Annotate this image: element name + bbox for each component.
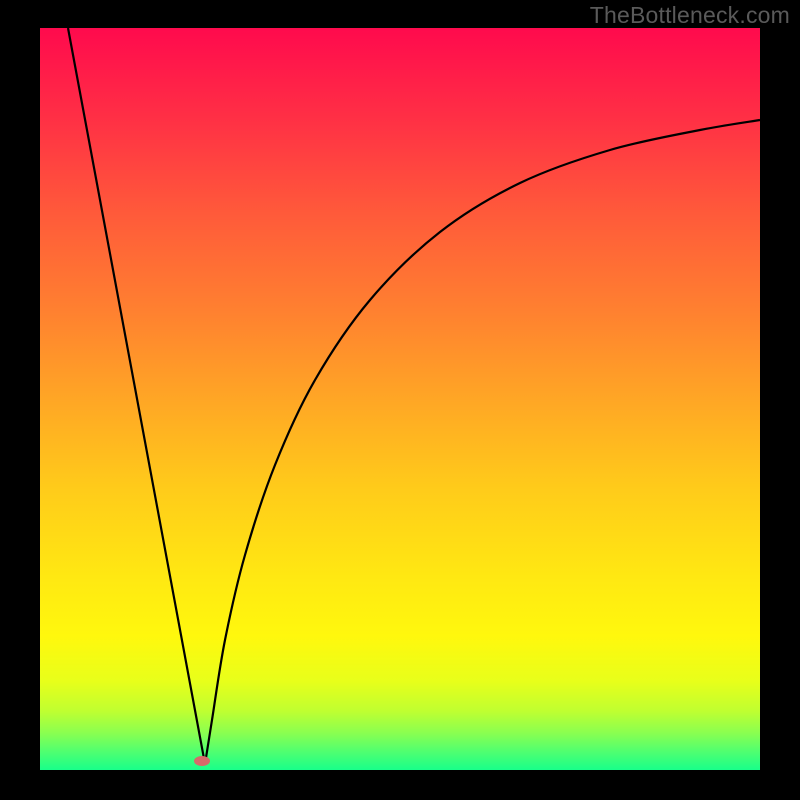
watermark-text: TheBottleneck.com bbox=[590, 2, 790, 29]
minimum-marker bbox=[194, 756, 210, 766]
bottleneck-chart bbox=[0, 0, 800, 800]
